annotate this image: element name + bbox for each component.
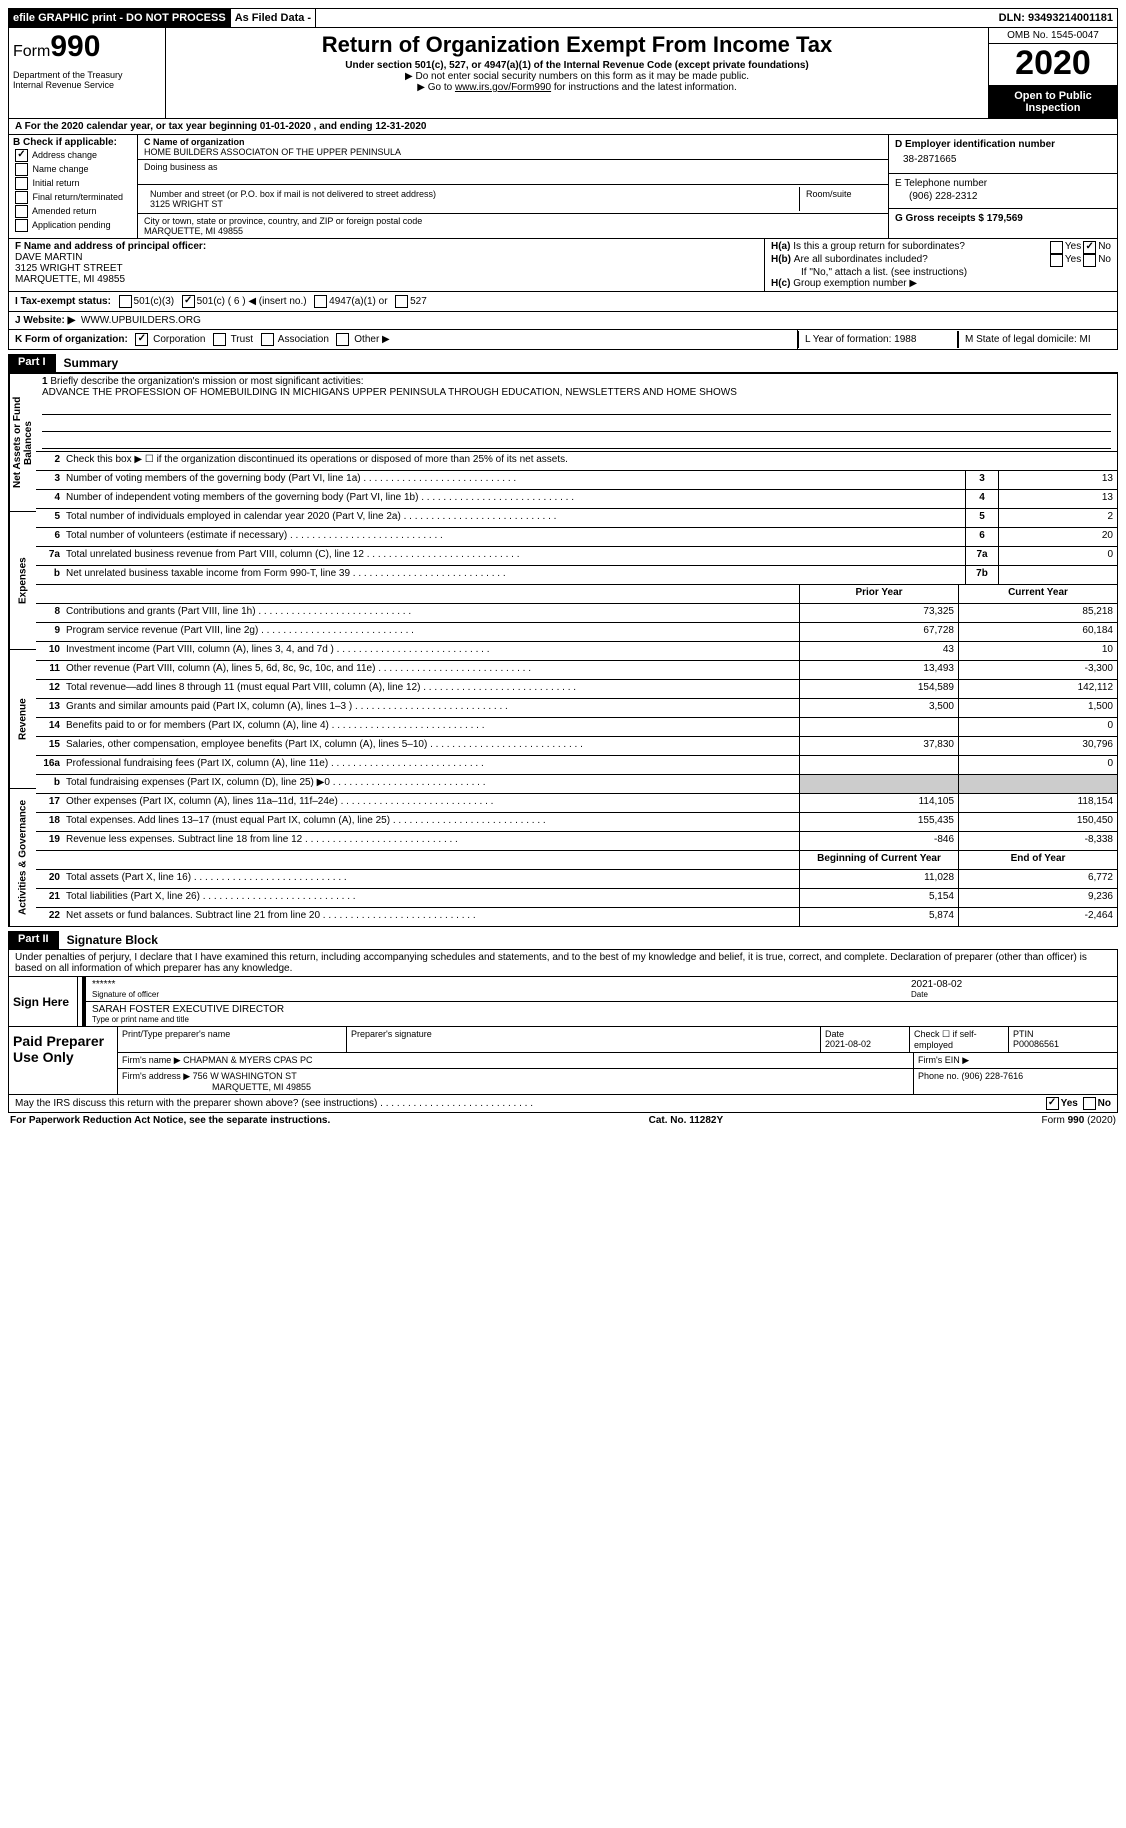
hc-text: Group exemption number ▶	[793, 278, 917, 289]
row-j: J Website: ▶ WWW.UPBUILDERS.ORG	[8, 312, 1118, 330]
dba-label: Doing business as	[144, 162, 882, 172]
cb-527[interactable]	[395, 295, 408, 308]
subtitle-2: ▶ Do not enter social security numbers o…	[172, 71, 982, 82]
form-header: Form990 Department of the Treasury Inter…	[8, 28, 1118, 119]
officer-name-title: SARAH FOSTER EXECUTIVE DIRECTOR	[92, 1004, 1111, 1015]
cb-address-change[interactable]	[15, 149, 28, 162]
ptin-value: P00086561	[1013, 1039, 1059, 1049]
ein-label: D Employer identification number	[895, 139, 1055, 150]
signature-block: Under penalties of perjury, I declare th…	[8, 950, 1118, 1095]
sig-date-label: Date	[911, 990, 1111, 999]
declaration-text: Under penalties of perjury, I declare th…	[9, 950, 1117, 977]
officer-name: DAVE MARTIN	[15, 252, 82, 263]
row-klm: K Form of organization: Corporation Trus…	[8, 330, 1118, 350]
discuss-no[interactable]	[1083, 1097, 1096, 1110]
hb-text: Are all subordinates included?	[794, 254, 1048, 267]
discuss-yes[interactable]	[1046, 1097, 1059, 1110]
section-bcd: B Check if applicable: Address change Na…	[8, 135, 1118, 239]
h-note: If "No," attach a list. (see instruction…	[771, 267, 1111, 278]
gross-receipts: G Gross receipts $ 179,569	[895, 213, 1023, 224]
asfiled-label: As Filed Data -	[231, 9, 316, 27]
section-fh: F Name and address of principal officer:…	[8, 239, 1118, 292]
org-name: HOME BUILDERS ASSOCIATON OF THE UPPER PE…	[144, 147, 882, 157]
efile-label: efile GRAPHIC print - DO NOT PROCESS	[9, 9, 231, 27]
cb-corp[interactable]	[135, 333, 148, 346]
vertical-tabs: Activities & Governance Revenue Expenses…	[9, 374, 36, 926]
street-value: 3125 WRIGHT ST	[150, 199, 793, 209]
city-label: City or town, state or province, country…	[144, 216, 882, 226]
sig-date: 2021-08-02	[911, 979, 1111, 990]
cb-amended[interactable]	[15, 205, 28, 218]
part2-header: Part II Signature Block	[8, 931, 1118, 950]
street-label: Number and street (or P.O. box if mail i…	[150, 189, 793, 199]
topbar-spacer	[316, 9, 995, 27]
tel-value: (906) 228-2312	[895, 189, 1111, 204]
prep-sig-hdr: Preparer's signature	[347, 1027, 821, 1052]
c-name-label: C Name of organization	[144, 137, 882, 147]
cb-501c[interactable]	[182, 295, 195, 308]
cb-final-return[interactable]	[15, 191, 28, 204]
cb-pending[interactable]	[15, 219, 28, 232]
open-to-public: Open to Public Inspection	[989, 86, 1117, 118]
cb-initial-return[interactable]	[15, 177, 28, 190]
cb-4947[interactable]	[314, 295, 327, 308]
sign-here-label: Sign Here	[9, 977, 78, 1026]
officer-addr2: MARQUETTE, MI 49855	[15, 274, 125, 285]
ha-no[interactable]	[1083, 241, 1096, 254]
part1-header: Part I Summary	[8, 354, 1118, 373]
firm-addr1: 756 W WASHINGTON ST	[193, 1071, 297, 1081]
dln-label: DLN: 93493214001181	[995, 9, 1117, 27]
ha-yes[interactable]	[1050, 241, 1063, 254]
room-label: Room/suite	[800, 187, 882, 211]
firm-phone: Phone no. (906) 228-7616	[914, 1069, 1117, 1094]
paid-preparer-label: Paid Preparer Use Only	[9, 1027, 117, 1094]
prep-name-hdr: Print/Type preparer's name	[118, 1027, 347, 1052]
omb-number: OMB No. 1545-0047	[989, 28, 1117, 44]
name-label: Type or print name and title	[92, 1015, 1111, 1024]
f-label: F Name and address of principal officer:	[15, 241, 206, 252]
cb-name-change[interactable]	[15, 163, 28, 176]
cb-other[interactable]	[336, 333, 349, 346]
ha-text: Is this a group return for subordinates?	[793, 241, 1048, 254]
form-number: Form990	[13, 30, 161, 64]
page-footer: For Paperwork Reduction Act Notice, see …	[8, 1113, 1118, 1128]
prep-date: 2021-08-02	[825, 1039, 871, 1049]
prep-self-emp: Check ☐ if self-employed	[910, 1027, 1009, 1052]
m-state: M State of legal domicile: MI	[958, 331, 1117, 348]
tel-label: E Telephone number	[895, 178, 1111, 189]
row-a-period: A For the 2020 calendar year, or tax yea…	[8, 119, 1118, 135]
b-header: B Check if applicable:	[13, 137, 133, 148]
discuss-row: May the IRS discuss this return with the…	[8, 1095, 1118, 1113]
city-value: MARQUETTE, MI 49855	[144, 226, 882, 236]
dept-label: Department of the Treasury Internal Reve…	[13, 70, 161, 90]
cb-assoc[interactable]	[261, 333, 274, 346]
subtitle-3: ▶ Go to www.irs.gov/Form990 for instruct…	[172, 82, 982, 93]
form-title: Return of Organization Exempt From Incom…	[172, 32, 982, 58]
l-year: L Year of formation: 1988	[798, 331, 958, 348]
hb-no[interactable]	[1083, 254, 1096, 267]
firm-addr2: MARQUETTE, MI 49855	[122, 1082, 311, 1092]
tax-year: 2020	[989, 44, 1117, 86]
hb-yes[interactable]	[1050, 254, 1063, 267]
top-bar: efile GRAPHIC print - DO NOT PROCESS As …	[8, 8, 1118, 28]
row-i: I Tax-exempt status: 501(c)(3) 501(c) ( …	[8, 292, 1118, 312]
website-value: WWW.UPBUILDERS.ORG	[81, 315, 201, 326]
officer-addr1: 3125 WRIGHT STREET	[15, 263, 123, 274]
cb-501c3[interactable]	[119, 295, 132, 308]
firm-ein: Firm's EIN ▶	[914, 1053, 1117, 1068]
sig-stars: ******	[92, 979, 911, 990]
firm-name: CHAPMAN & MYERS CPAS PC	[183, 1055, 312, 1065]
sig-officer-label: Signature of officer	[92, 990, 911, 999]
subtitle-1: Under section 501(c), 527, or 4947(a)(1)…	[172, 60, 982, 71]
summary-table: Activities & Governance Revenue Expenses…	[8, 373, 1118, 927]
cb-trust[interactable]	[213, 333, 226, 346]
ein-value: 38-2871665	[895, 150, 1111, 169]
